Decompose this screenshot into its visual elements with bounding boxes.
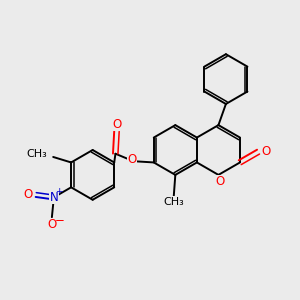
Text: −: − xyxy=(55,214,64,227)
Text: O: O xyxy=(112,118,121,131)
Text: O: O xyxy=(215,175,225,188)
Text: O: O xyxy=(262,146,271,158)
Text: +: + xyxy=(56,188,63,196)
Text: CH₃: CH₃ xyxy=(27,149,48,159)
Text: O: O xyxy=(127,153,136,166)
Text: N: N xyxy=(50,191,58,204)
Text: CH₃: CH₃ xyxy=(164,196,184,207)
Text: O: O xyxy=(47,218,56,232)
Text: O: O xyxy=(24,188,33,201)
